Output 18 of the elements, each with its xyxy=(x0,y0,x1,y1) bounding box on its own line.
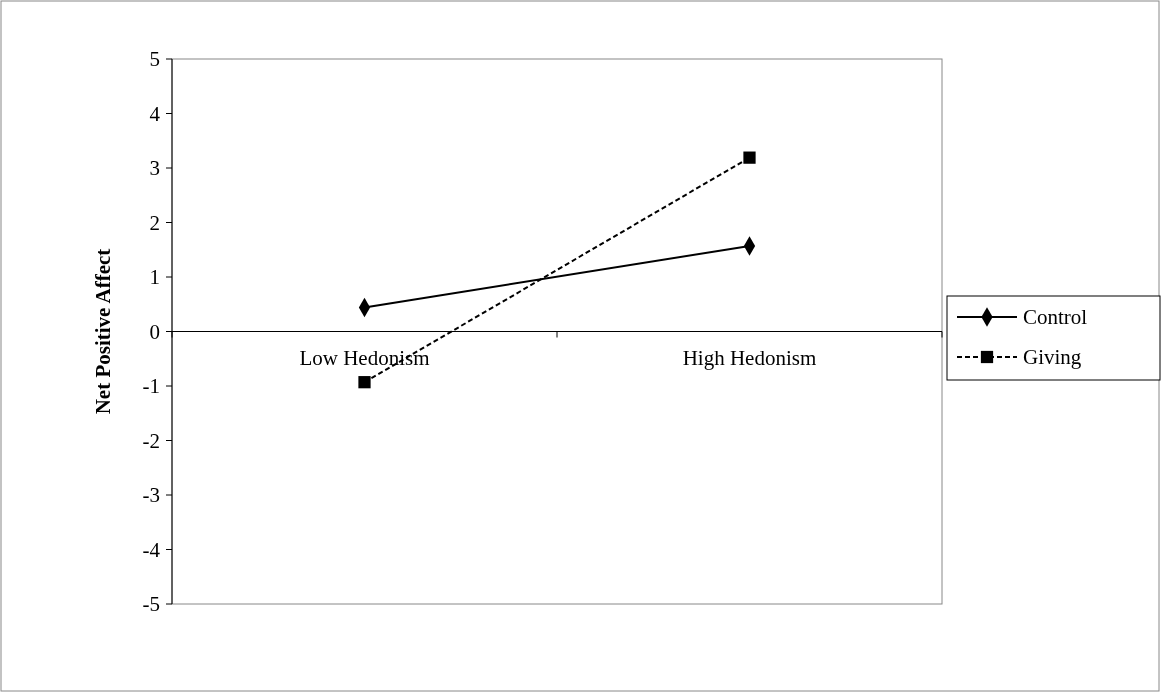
x-tick-label: High Hedonism xyxy=(682,345,817,370)
y-axis-title: Net Positive Affect xyxy=(91,248,115,415)
y-tick-label: -5 xyxy=(142,592,160,617)
legend-label: Giving xyxy=(1023,345,1082,370)
y-tick-label: 0 xyxy=(149,319,160,344)
x-tick-label: Low Hedonism xyxy=(299,345,430,370)
y-tick-label: 4 xyxy=(149,101,161,126)
y-tick-label: 1 xyxy=(149,265,160,290)
y-tick-label: -4 xyxy=(142,537,161,562)
y-tick-label: 2 xyxy=(149,210,160,235)
point xyxy=(743,151,756,164)
point xyxy=(358,376,371,389)
y-tick-label: -1 xyxy=(142,374,160,399)
y-tick-label: 3 xyxy=(149,156,160,181)
y-tick-label: -2 xyxy=(142,428,160,453)
y-tick-label: 5 xyxy=(149,47,160,72)
y-tick-label: -3 xyxy=(142,483,160,508)
legend-label: Control xyxy=(1023,305,1088,330)
